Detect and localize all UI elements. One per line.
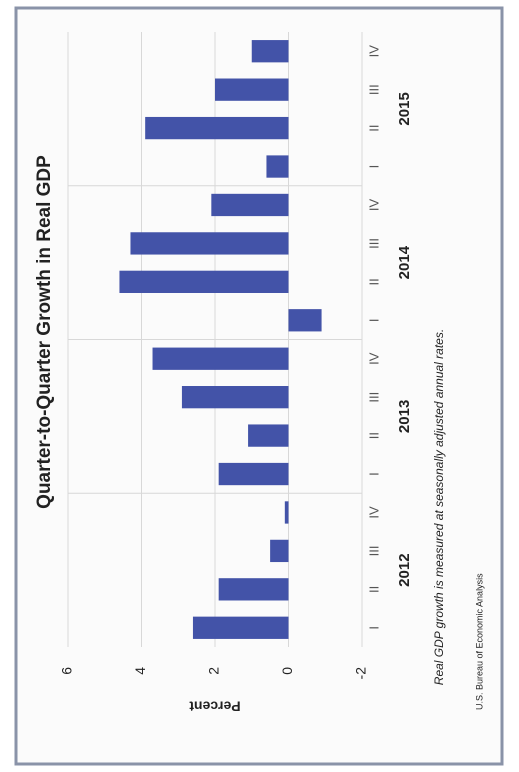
y-axis-label: Percent [189,698,241,714]
bar [215,78,289,101]
y-tick-label: 0 [279,667,295,675]
bar [119,270,289,293]
x-tick-label: I [366,626,381,630]
bar [152,347,289,370]
year-label: 2012 [396,553,413,586]
x-tick-label: III [366,392,381,403]
x-tick-label: IV [366,199,381,212]
y-tick-label: 4 [132,667,148,675]
x-tick-label: III [366,84,381,95]
x-tick-label: II [366,432,381,439]
bar [130,232,289,255]
x-tick-label: III [366,238,381,249]
x-tick-label: I [366,165,381,169]
x-tick-label: II [366,278,381,285]
chart-title: Quarter-to-Quarter Growth in Real GDP [34,155,55,509]
x-tick-label: II [366,586,381,593]
x-tick-label: IV [366,352,381,365]
bar [266,155,289,178]
bar [248,424,289,447]
year-label: 2014 [396,245,413,279]
rotated-chart: Quarter-to-Quarter Growth in Real GDP Pe… [34,32,484,714]
x-tick-label: I [366,472,381,476]
bar [192,616,289,639]
bar [211,193,289,217]
year-label: 2013 [396,400,413,433]
note: Real GDP growth is measured at seasonall… [432,329,446,685]
x-tick-label: IV [366,506,381,519]
bar [288,309,322,332]
bar [181,386,289,409]
year-label: 2015 [396,92,413,125]
x-tick-label: I [366,318,381,322]
bar [145,116,289,140]
y-tick-label: -2 [353,667,369,680]
x-tick-label: IV [366,45,381,58]
y-tick-label: 6 [59,667,75,675]
x-tick-label: II [366,124,381,131]
bar [251,40,289,63]
bar [218,578,289,601]
y-tick-label: 2 [206,667,222,675]
source: U.S. Bureau of Economic Analysis [474,573,484,710]
bar [218,462,289,486]
bar [270,539,289,563]
x-tick-label: III [366,545,381,556]
bar [284,501,289,524]
